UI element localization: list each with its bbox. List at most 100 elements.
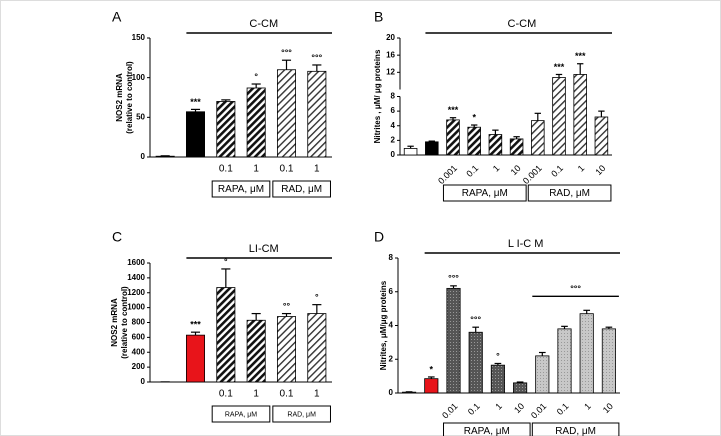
significance: ***: [448, 105, 459, 115]
bar: [216, 101, 236, 158]
x-tick-label: 10: [601, 401, 615, 415]
group-label: RAD, μM: [287, 411, 316, 418]
significance: °°°: [470, 315, 481, 325]
x-tick-label: 0.1: [555, 401, 571, 417]
bar: [488, 134, 503, 156]
y-tick-label: 8: [391, 92, 396, 101]
bar: [246, 87, 266, 158]
significance: °: [496, 351, 500, 361]
x-tick-label: 1: [576, 163, 587, 174]
bar: [509, 138, 524, 156]
x-tick-label: 1: [253, 164, 259, 175]
chart-title: C-CM: [249, 18, 278, 30]
significance: *: [430, 364, 434, 374]
x-tick-label: 0.1: [549, 163, 565, 179]
group-label: RAPA, μM: [462, 188, 508, 199]
x-tick-label: 0.1: [280, 164, 294, 175]
bar: [307, 70, 327, 158]
bar: [425, 141, 439, 156]
x-tick-label: 0.1: [466, 401, 482, 417]
x-tick-label: 10: [512, 401, 526, 415]
significance: °°°: [281, 48, 292, 58]
y-tick-label: 2: [389, 354, 394, 363]
x-tick-label: 1: [314, 389, 320, 400]
group-label: RAD, μM: [281, 184, 322, 195]
x-tick-label: 0.001: [436, 163, 459, 186]
x-tick-label: 1: [493, 401, 504, 412]
x-tick-label: 0.1: [280, 389, 294, 400]
significance: ***: [190, 97, 201, 107]
x-tick-label: 0.1: [464, 163, 480, 179]
y-tick-label: 0: [141, 152, 146, 161]
bar: [552, 77, 566, 156]
significance: ***: [190, 320, 201, 330]
bar: [185, 111, 205, 158]
significance: °°°: [448, 273, 459, 283]
bar: [424, 378, 439, 394]
group-box: [272, 405, 331, 423]
y-tick-label: 0: [141, 377, 146, 386]
y-axis-label: NOS2 mRNA: [110, 298, 119, 347]
panel-letter: C: [112, 229, 122, 245]
x-tick-label: 10: [593, 163, 607, 177]
y-tick-label: 6: [389, 287, 394, 296]
bar: [467, 126, 481, 156]
panel-letter: B: [374, 9, 383, 25]
x-tick-label: 0.1: [219, 389, 233, 400]
significance: *: [472, 112, 476, 122]
bar: [216, 287, 236, 383]
y-tick-label: 0: [391, 150, 396, 159]
chart-title: C-CM: [508, 18, 537, 30]
significance: °°°: [570, 284, 581, 294]
panel-letter: D: [374, 229, 384, 245]
significance: ***: [554, 62, 565, 72]
group-label: RAPA, μM: [225, 411, 257, 418]
group-box: [527, 184, 612, 202]
y-tick-label: 600: [132, 332, 146, 341]
y-tick-label: 100: [132, 73, 146, 82]
bar: [579, 313, 594, 394]
bar: [573, 74, 587, 156]
y-tick-label: 16: [386, 50, 395, 59]
y-axis-label: (relative to control): [125, 61, 134, 134]
bar: [601, 328, 616, 394]
y-tick-label: 1400: [127, 273, 145, 282]
y-axis-label: NOS2 mRNA: [115, 73, 124, 122]
bar: [307, 313, 327, 383]
x-tick-label: 0.1: [219, 164, 233, 175]
significance: °: [224, 256, 228, 266]
y-tick-label: 8: [389, 253, 394, 262]
x-tick-label: 0.01: [529, 401, 548, 420]
y-tick-label: 1600: [127, 258, 145, 267]
x-tick-label: 1: [582, 401, 593, 412]
y-tick-label: 20: [386, 33, 395, 42]
x-tick-label: 10: [509, 163, 523, 177]
y-tick-label: 150: [132, 33, 146, 42]
group-box: [211, 180, 271, 198]
x-tick-label: 1: [491, 163, 502, 174]
y-tick-label: 400: [132, 347, 146, 356]
y-tick-label: 4: [391, 121, 396, 130]
bar: [446, 287, 461, 394]
bar: [185, 334, 205, 383]
x-tick-label: 1: [314, 164, 320, 175]
group-label: RAPA, μM: [218, 184, 264, 195]
y-axis-label: Nitrites, μM/μg proteins: [379, 280, 388, 370]
chart-title: LI-CM: [249, 243, 279, 255]
y-tick-label: 200: [132, 362, 146, 371]
bar: [513, 382, 528, 394]
x-tick-label: 0.001: [521, 163, 544, 186]
group-box: [442, 184, 527, 202]
y-tick-label: 12: [386, 67, 395, 76]
bar: [276, 69, 296, 158]
bar: [403, 148, 418, 156]
bar: [246, 319, 266, 383]
x-tick-label: 1: [253, 389, 259, 400]
significance: °: [254, 71, 258, 81]
y-tick-label: 4: [389, 321, 394, 330]
bar: [490, 364, 505, 394]
bar: [468, 331, 483, 394]
group-label: RAD, μM: [549, 188, 590, 199]
significance: °: [315, 292, 319, 302]
